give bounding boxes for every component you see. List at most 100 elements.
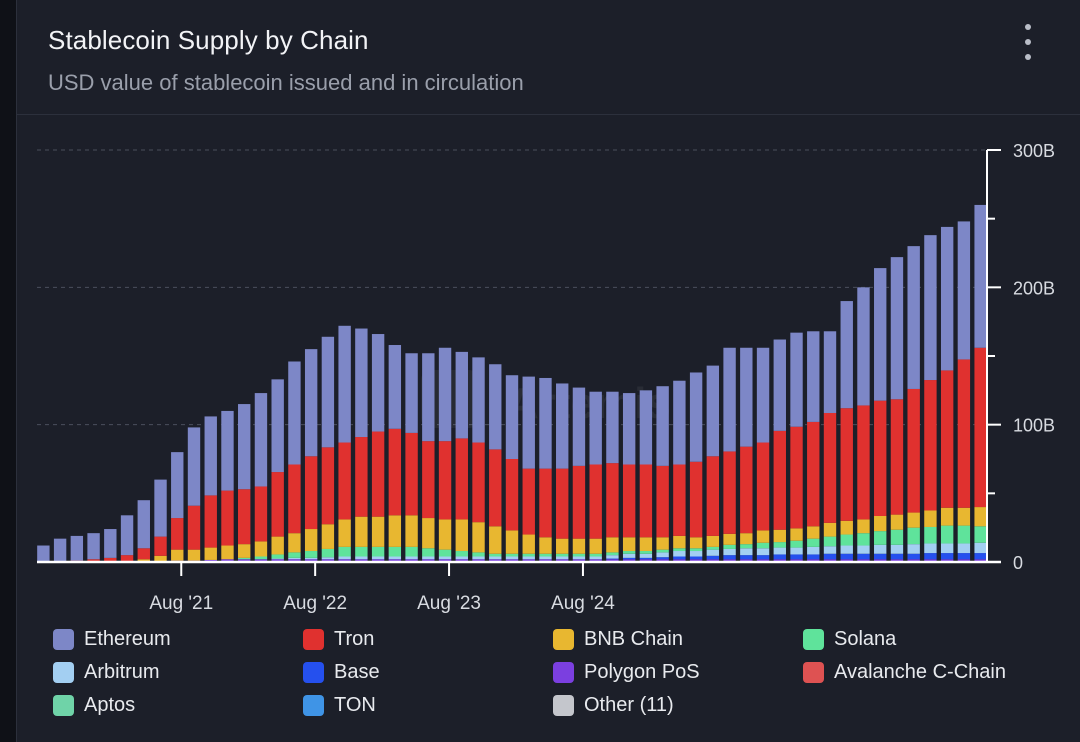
bar-segment-arbitrum (907, 544, 920, 554)
bar-segment-solana (656, 549, 669, 553)
bar-segment-polygon (438, 559, 452, 562)
bar-segment-arbitrum (706, 549, 720, 556)
bar-segment-arbitrum (823, 546, 837, 554)
bar-segment-bnb (221, 545, 234, 560)
x-tick-label: Aug '24 (551, 593, 615, 614)
legend-item[interactable]: Tron (303, 628, 553, 650)
menu-dot (1025, 24, 1031, 30)
bar-segment-bnb (338, 519, 351, 547)
bar-segment-ethereum (823, 331, 837, 413)
bar-segment-bnb (706, 535, 720, 547)
bar-segment-solana (455, 551, 468, 557)
bar-segment-ethereum (104, 529, 117, 558)
bar-segment-polygon (689, 559, 703, 562)
bar-segment-ethereum (53, 538, 67, 562)
bar-segment-polygon (455, 559, 468, 562)
x-tick-label: Aug '22 (283, 593, 347, 614)
bar-segment-tron (689, 461, 703, 538)
bar-segment-solana (522, 553, 535, 557)
bar-segment-solana (622, 551, 636, 554)
legend-item[interactable]: Ethereum (53, 628, 303, 650)
bar-segment-arbitrum (740, 548, 753, 556)
legend-item[interactable]: Polygon PoS (553, 661, 803, 683)
bar-segment-base (639, 557, 653, 560)
bar-segment-tron (355, 437, 368, 517)
bar-segment-base (673, 556, 686, 560)
bar-segment-tron (472, 442, 485, 523)
bar-segment-ethereum (254, 393, 268, 487)
bar-segment-polygon (874, 559, 887, 562)
bar-segment-arbitrum (790, 547, 803, 555)
bar-segment-tron (773, 430, 786, 530)
bar-segment-arbitrum (405, 556, 418, 560)
bar-segment-ethereum (422, 353, 435, 442)
bar-segment-base (890, 553, 904, 560)
legend-label: Ethereum (84, 627, 171, 650)
y-tick-label: 300B (1013, 141, 1055, 161)
bar-segment-arbitrum (807, 546, 820, 555)
legend-swatch (303, 661, 324, 683)
bar-segment-solana (338, 546, 351, 557)
legend-item[interactable]: Avalanche C-Chain (803, 661, 1053, 683)
bar-segment-tron (840, 408, 853, 521)
bar-segment-solana (639, 551, 653, 554)
legend-swatch (803, 661, 824, 683)
bar-segment-tron (622, 464, 636, 538)
chart-card: Stablecoin Supply by Chain USD value of … (16, 0, 1080, 742)
bar-segment-tron (589, 464, 602, 539)
menu-dot (1025, 54, 1031, 60)
bar-segment-polygon (371, 559, 385, 562)
bar-segment-polygon (706, 559, 720, 562)
bar-segment-polygon (924, 559, 937, 562)
bar-segment-tron (321, 447, 335, 525)
bar-segment-polygon (304, 559, 318, 562)
chart-title: Stablecoin Supply by Chain (48, 25, 369, 55)
bar-segment-solana (773, 542, 786, 548)
bar-segment-polygon (321, 559, 335, 562)
bar-segment-bnb (288, 533, 301, 553)
bar-segment-bnb (606, 537, 619, 553)
legend-item[interactable]: Solana (803, 628, 1053, 650)
bar-segment-polygon (288, 559, 301, 562)
bar-segment-polygon (606, 559, 619, 562)
bar-segment-ethereum (522, 376, 535, 469)
bar-segment-ethereum (472, 357, 485, 443)
bar-segment-ethereum (271, 379, 284, 473)
bar-segment-ethereum (874, 268, 887, 401)
bar-segment-ethereum (656, 386, 669, 466)
bar-segment-bnb (137, 559, 150, 562)
bar-segment-polygon (556, 559, 569, 562)
bar-segment-tron (556, 468, 569, 539)
bar-segment-solana (572, 553, 586, 557)
legend-item[interactable]: BNB Chain (553, 628, 803, 650)
bar-segment-polygon (974, 559, 987, 562)
bar-segment-ethereum (489, 364, 502, 450)
legend-item[interactable]: Arbitrum (53, 661, 303, 683)
bar-segment-ethereum (87, 533, 100, 560)
bar-segment-ethereum (405, 353, 418, 433)
bar-segment-tron (723, 451, 736, 534)
bar-segment-tron (438, 441, 452, 520)
bar-segment-bnb (823, 522, 837, 537)
bar-segment-bnb (639, 537, 653, 552)
legend-swatch (303, 628, 324, 650)
bar-segment-arbitrum (304, 557, 318, 560)
bar-segment-tron (137, 548, 150, 560)
bar-segment-ethereum (321, 336, 335, 448)
bar-segment-polygon (472, 559, 485, 562)
bar-segment-tron (271, 472, 284, 537)
bar-segment-polygon (489, 559, 502, 562)
legend-item[interactable]: TON (303, 694, 553, 716)
bar-segment-tron (371, 431, 385, 517)
bar-segment-ethereum (857, 287, 870, 406)
bar-segment-base (907, 553, 920, 560)
bar-segment-base (756, 555, 770, 560)
legend-item[interactable]: Other (11) (553, 694, 803, 716)
kebab-menu-icon[interactable] (1015, 24, 1041, 60)
legend-label: Base (334, 660, 380, 683)
bar-segment-tron (874, 400, 887, 516)
bar-segment-arbitrum (874, 544, 887, 554)
legend-item[interactable]: Base (303, 661, 553, 683)
bar-segment-polygon (807, 559, 820, 562)
legend-item[interactable]: Aptos (53, 694, 303, 716)
